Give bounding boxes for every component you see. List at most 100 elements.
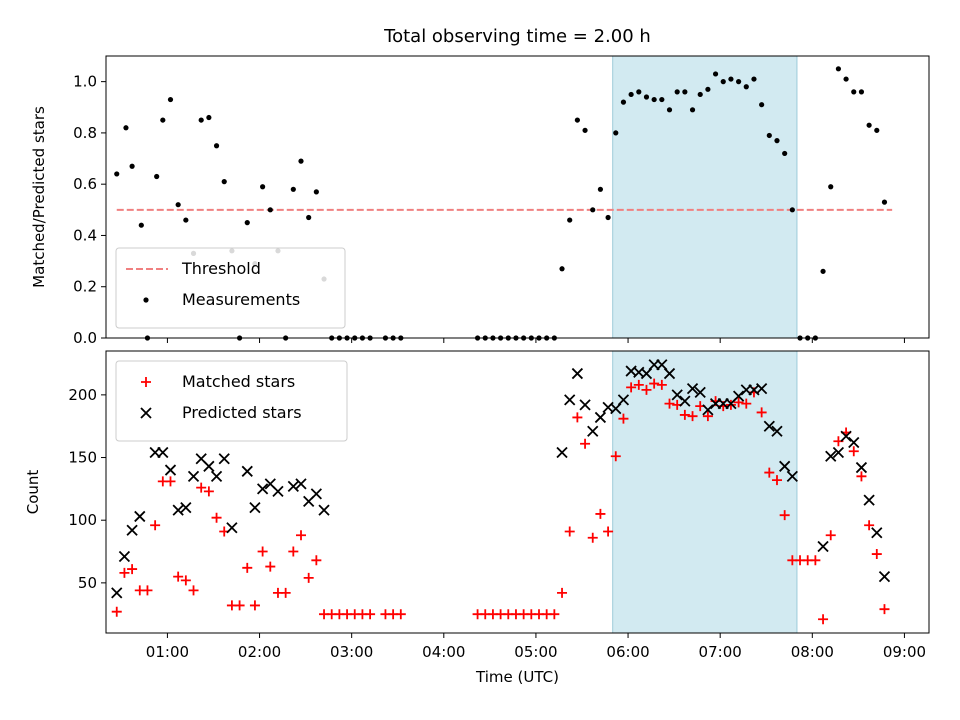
matched-star-point <box>288 546 299 557</box>
x-tick-label: 01:00 <box>146 643 189 661</box>
predicted-star-point <box>187 470 200 482</box>
x-tick-label: 06:00 <box>606 643 649 661</box>
measurement-point <box>858 89 865 95</box>
matched-star-point <box>856 471 867 482</box>
matched-star-point <box>203 486 214 497</box>
ratio-axes: 0.0 0.2 0.4 0.6 0.8 1.0 Total observing time =… <box>30 26 930 347</box>
count-axes: 50 100 150 200 01:00 02:00 03:00 04:00 05:00 06:0… <box>24 350 930 686</box>
legend-label: Matched stars <box>182 372 295 391</box>
measurement-point <box>160 117 166 123</box>
predicted-star-point <box>118 550 131 563</box>
predicted-star-point <box>702 404 714 416</box>
predicted-star-point <box>226 522 238 534</box>
matched-star-point <box>395 609 406 620</box>
matched-star-point <box>242 562 253 573</box>
measurement-point <box>643 94 650 100</box>
measurement-point <box>835 66 842 72</box>
y-tick-label: 100 <box>68 511 97 529</box>
y-tick-label: 200 <box>68 386 97 404</box>
matched-star-point <box>595 508 606 519</box>
y-tick-label: 0.2 <box>73 278 97 296</box>
observing-window-band <box>612 55 798 339</box>
predicted-star-point <box>840 430 852 442</box>
matched-star-point <box>365 609 376 620</box>
y-axis-label: Matched/Predicted stars <box>30 106 48 288</box>
matched-star-point <box>810 555 821 566</box>
legend-label: Threshold <box>181 259 261 278</box>
matched-star-point <box>280 587 291 598</box>
predicted-star-point <box>172 504 184 516</box>
matched-star-point <box>818 614 829 625</box>
measurement-point <box>720 79 726 85</box>
x-tick-label: 08:00 <box>791 643 834 661</box>
predicted-star-point <box>203 460 215 472</box>
matched-star-point <box>641 384 652 395</box>
predicted-star-point <box>210 470 223 482</box>
measurement-point <box>605 214 611 221</box>
measurement-point <box>651 96 657 103</box>
matched-star-point <box>564 526 575 537</box>
measurement-point <box>114 171 120 177</box>
predicted-star-point <box>556 446 568 459</box>
predicted-star-point <box>771 425 783 437</box>
measurement-point <box>138 222 144 228</box>
matched-star-point <box>111 606 122 617</box>
matched-star-point <box>848 446 859 457</box>
matched-star-point <box>265 561 276 572</box>
measurement-point <box>728 76 734 82</box>
predicted-star-point <box>241 465 253 477</box>
measurement-point <box>574 117 580 123</box>
x-axis-label: Time (UTC) <box>475 668 559 686</box>
measurement-point <box>881 199 888 205</box>
predicted-star-point <box>663 367 676 380</box>
measurement-point <box>221 179 227 185</box>
y-tick-label: 0.8 <box>73 124 97 142</box>
measurement-point <box>590 207 596 213</box>
series-predicted-stars <box>111 359 891 599</box>
predicted-star-point <box>180 502 192 514</box>
matched-star-point <box>296 530 307 541</box>
matched-star-point <box>633 379 644 390</box>
measurement-point <box>828 184 834 190</box>
matched-star-point <box>879 604 890 615</box>
measurement-point <box>597 186 604 192</box>
legend-measurement-swatch <box>143 297 149 303</box>
measurement-point <box>244 220 250 226</box>
matched-star-point <box>733 397 744 408</box>
matched-star-point <box>771 475 782 486</box>
x-tick-label: 04:00 <box>422 643 465 661</box>
y-tick-label: 150 <box>68 449 97 467</box>
predicted-star-point <box>318 504 330 516</box>
matched-star-point <box>610 451 621 462</box>
measurement-point <box>267 207 273 213</box>
measurement-point <box>751 76 757 82</box>
matched-star-point <box>580 438 591 449</box>
matched-star-point <box>180 575 191 586</box>
measurement-point <box>843 76 849 82</box>
measurement-point <box>313 189 319 195</box>
legend: Matched stars Predicted stars <box>115 360 348 442</box>
matched-star-point <box>825 530 836 541</box>
measurement-point <box>123 125 129 131</box>
matched-star-point <box>142 585 153 596</box>
matched-star-point <box>864 520 875 531</box>
measurement-point <box>298 158 304 164</box>
matched-star-point <box>572 412 583 423</box>
y-tick-label: 1.0 <box>73 73 97 91</box>
measurement-point <box>306 214 312 221</box>
predicted-star-point <box>295 478 307 490</box>
measurement-point <box>705 86 711 92</box>
y-tick-label: 0.4 <box>73 226 97 244</box>
measurement-point <box>759 102 765 108</box>
predicted-star-point <box>825 450 837 462</box>
predicted-star-point <box>779 460 791 472</box>
axes-frame <box>105 350 930 634</box>
matched-star-point <box>196 482 207 493</box>
matched-star-point <box>618 413 629 424</box>
measurement-point <box>628 91 634 98</box>
chart-title: Total observing time = 2.00 h <box>383 26 651 47</box>
matched-star-point <box>557 587 568 598</box>
measurement-point <box>167 96 174 103</box>
measurement-point <box>851 89 857 95</box>
predicted-star-point <box>164 464 177 476</box>
